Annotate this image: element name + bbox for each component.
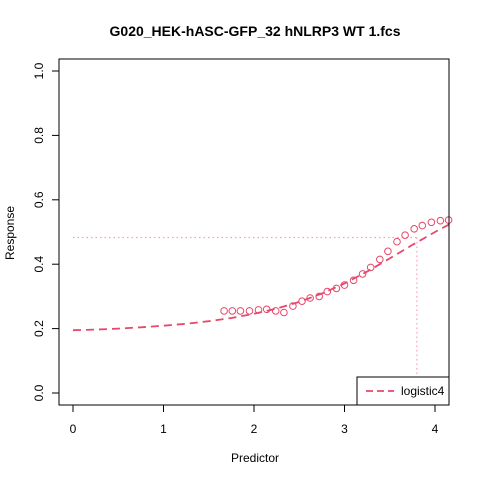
x-tick-label: 1	[160, 422, 167, 436]
y-tick-label: 0.4	[32, 256, 46, 273]
y-tick-label: 0.8	[32, 127, 46, 144]
legend-label-logistic4: logistic4	[401, 384, 445, 398]
data-point	[245, 307, 254, 315]
data-point	[228, 307, 237, 315]
data-point	[410, 225, 419, 233]
x-axis-label: Predictor	[231, 451, 279, 465]
data-point	[384, 247, 392, 256]
data-point	[376, 255, 384, 264]
data-point	[427, 218, 436, 227]
data-point	[236, 307, 245, 315]
data-point	[418, 221, 427, 230]
data-point	[393, 237, 401, 246]
data-point	[436, 216, 445, 225]
data-point	[332, 284, 341, 293]
plot-frame	[58, 58, 450, 406]
data-point	[323, 287, 332, 296]
x-tick-label: 3	[341, 422, 348, 436]
x-tick-label: 0	[70, 422, 77, 436]
x-tick-label: 4	[432, 422, 439, 436]
data-point	[271, 307, 280, 315]
legend-box	[356, 376, 450, 406]
y-axis-label: Response	[3, 206, 17, 260]
y-tick-label: 0.2	[32, 320, 46, 337]
data-point	[289, 302, 297, 310]
data-point	[280, 308, 288, 317]
data-point	[349, 276, 358, 285]
y-tick-label: 0.0	[32, 384, 46, 401]
data-point	[401, 231, 409, 239]
data-point	[306, 294, 314, 302]
data-point	[254, 306, 263, 314]
data-point	[220, 307, 228, 315]
data-points-group	[220, 216, 453, 317]
data-point	[366, 263, 375, 272]
data-point	[315, 292, 324, 301]
chart-title: G020_HEK-hASC-GFP_32 hNLRP3 WT 1.fcs	[110, 23, 401, 39]
y-tick-label: 1.0	[32, 62, 46, 79]
data-point	[358, 270, 367, 278]
legend: logistic4	[356, 376, 450, 406]
x-tick-label: 2	[251, 422, 258, 436]
data-point	[262, 305, 271, 314]
data-point	[340, 281, 349, 289]
data-point	[298, 297, 306, 306]
y-tick-label: 0.6	[32, 191, 46, 208]
